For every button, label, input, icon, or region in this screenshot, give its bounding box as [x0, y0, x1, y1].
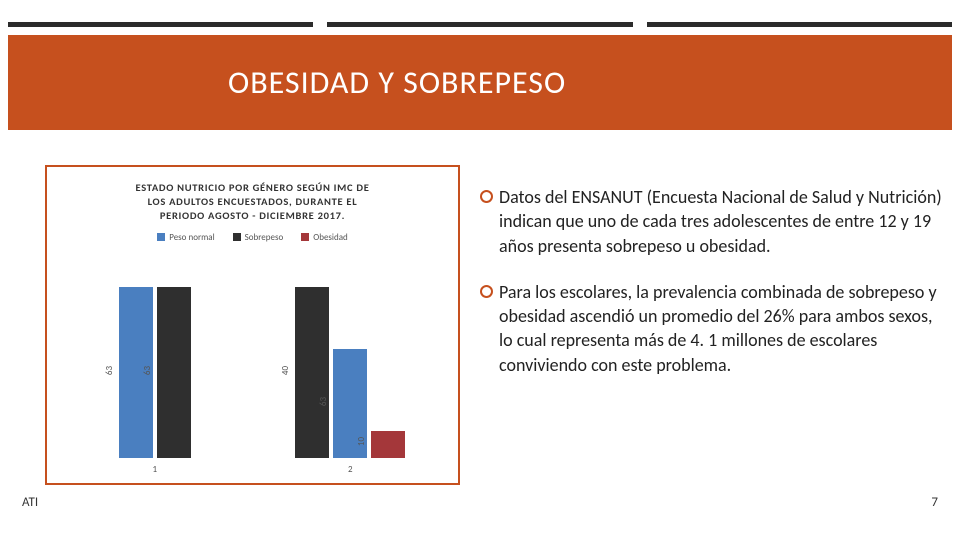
legend-swatch — [301, 233, 309, 241]
bar-value-label: 63 — [104, 365, 115, 374]
bullet-text: Para los escolares, la prevalencia combi… — [499, 280, 942, 377]
bullet-mark-icon — [480, 190, 493, 203]
chart-legend: Peso normal Sobrepeso Obesidad — [57, 232, 448, 243]
top-decor-bars — [8, 22, 952, 27]
category-label: 1 — [152, 464, 157, 475]
bars: 40 63 10 — [273, 268, 429, 458]
bar: 10 — [371, 431, 405, 458]
decor-bar — [8, 22, 313, 27]
content-row: ESTADO NUTRICIO POR GÉNERO SEGÚN IMC DE … — [45, 165, 942, 520]
decor-bar — [647, 22, 952, 27]
bullet-mark-icon — [480, 285, 493, 298]
legend-label: Obesidad — [313, 232, 348, 243]
legend-item: Obesidad — [301, 232, 348, 243]
chart-title-line: LOS ADULTOS ENCUESTADOS, DURANTE EL — [148, 195, 358, 208]
legend-label: Peso normal — [169, 232, 214, 243]
legend-label: Sobrepeso — [245, 232, 284, 243]
bar: 63 — [157, 287, 191, 458]
legend-swatch — [157, 233, 165, 241]
bullet-text: Datos del ENSANUT (Encuesta Nacional de … — [499, 185, 942, 258]
legend-item: Sobrepeso — [233, 232, 284, 243]
legend-item: Peso normal — [157, 232, 214, 243]
chart-card: ESTADO NUTRICIO POR GÉNERO SEGÚN IMC DE … — [45, 165, 460, 485]
chart-title: ESTADO NUTRICIO POR GÉNERO SEGÚN IMC DE … — [57, 181, 448, 232]
page-number: 7 — [931, 495, 938, 510]
page-title: OBESIDAD Y SOBREPESO — [228, 63, 566, 102]
footer-left: ATI — [22, 495, 38, 510]
chart-title-line: ESTADO NUTRICIO POR GÉNERO SEGÚN IMC DE — [135, 181, 369, 194]
bar-value-label: 63 — [318, 397, 329, 406]
bullet-item: Para los escolares, la prevalencia combi… — [480, 280, 942, 377]
bullet-item: Datos del ENSANUT (Encuesta Nacional de … — [480, 185, 942, 258]
chart-title-line: PERIODO AGOSTO - DICIEMBRE 2017. — [160, 209, 345, 222]
text-column: Datos del ENSANUT (Encuesta Nacional de … — [480, 165, 942, 520]
bar-value-label: 63 — [142, 365, 153, 374]
decor-bar — [327, 22, 632, 27]
bar-group: 63 63 1 — [77, 268, 233, 475]
bar-value-label: 10 — [356, 437, 367, 446]
bars: 63 63 — [77, 268, 233, 458]
legend-swatch — [233, 233, 241, 241]
title-band: OBESIDAD Y SOBREPESO — [8, 35, 952, 130]
chart-plot: 63 63 1 40 63 10 — [57, 249, 448, 475]
category-label: 2 — [348, 464, 353, 475]
bar: 40 — [295, 287, 329, 458]
bar-group: 40 63 10 2 — [273, 268, 429, 475]
bar-value-label: 40 — [280, 365, 291, 374]
